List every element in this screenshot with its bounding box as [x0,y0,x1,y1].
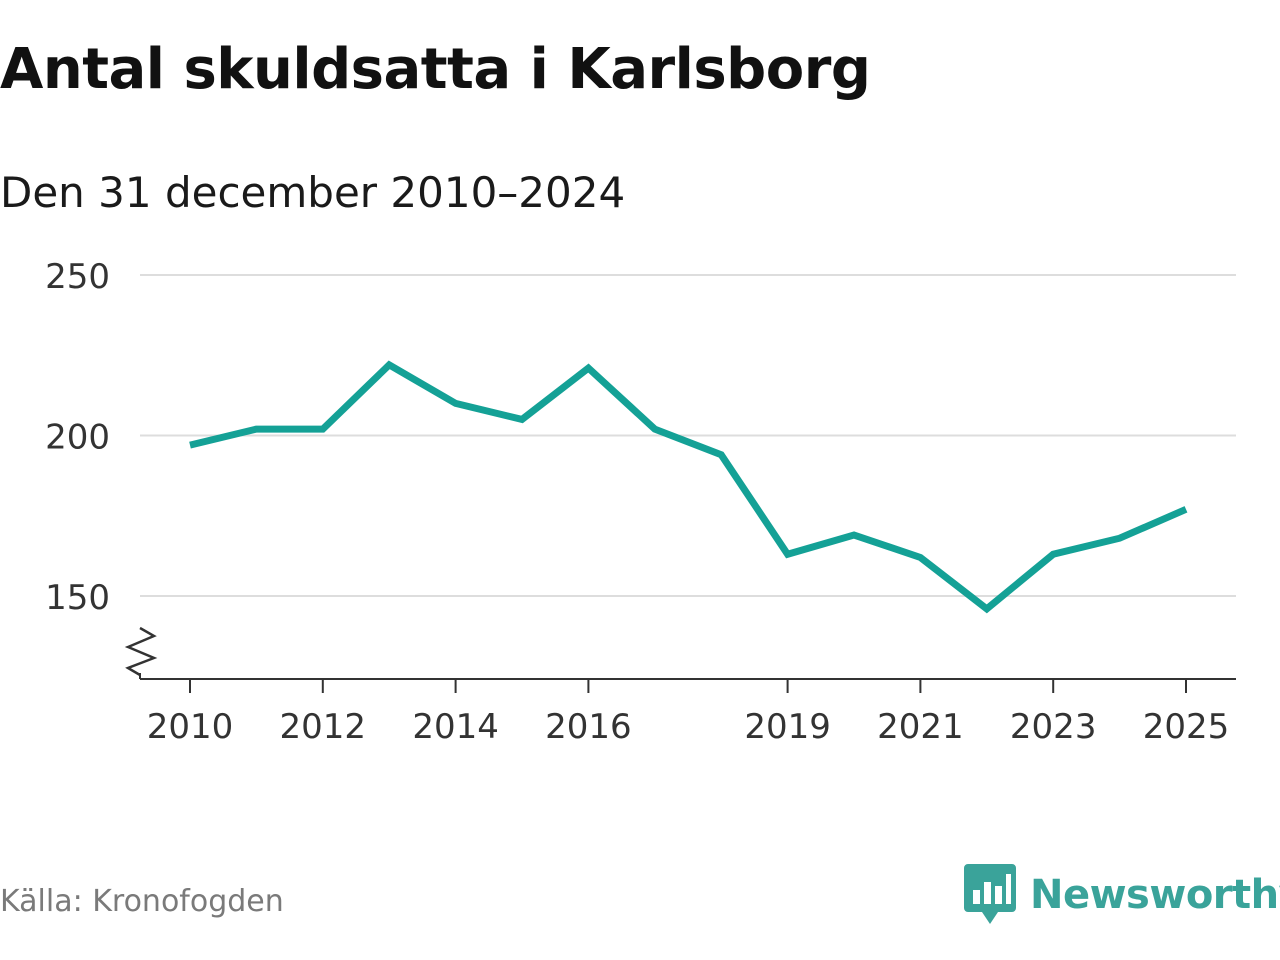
brand-logo: Newsworthy [964,864,1280,926]
x-tick-label-2014: 2014 [412,707,499,747]
x-tick-label-2025: 2025 [1143,707,1230,747]
newsworthy-logo-icon [964,864,1016,924]
x-axis [124,626,1236,693]
y-axis-tick-labels: 150 200 250 [45,257,110,618]
series-line-0 [189,360,1188,614]
x-tick-label-2023: 2023 [1010,707,1097,747]
chart-title: Antal skuldsatta i Karlsborg [0,37,871,102]
x-tick-label-2010: 2010 [147,707,234,747]
y-tick-label-150: 150 [45,578,110,618]
x-tick-label-2016: 2016 [545,707,632,747]
x-tick-label-2019: 2019 [744,707,831,747]
series-layer [189,360,1188,614]
chart-subtitle: Den 31 december 2010–2024 [0,168,626,217]
y-axis-break-icon [124,626,158,677]
source-note: Källa: Kronofogden [0,884,284,919]
x-tick-label-2012: 2012 [280,707,367,747]
y-tick-label-250: 250 [45,257,110,297]
brand-name: Newsworthy [1030,872,1280,918]
x-axis-tick-labels: 2010 2012 2014 2016 2019 2021 2023 2025 [147,707,1230,747]
gridlines [140,274,1236,597]
y-tick-label-200: 200 [45,418,110,458]
x-tick-label-2021: 2021 [877,707,964,747]
